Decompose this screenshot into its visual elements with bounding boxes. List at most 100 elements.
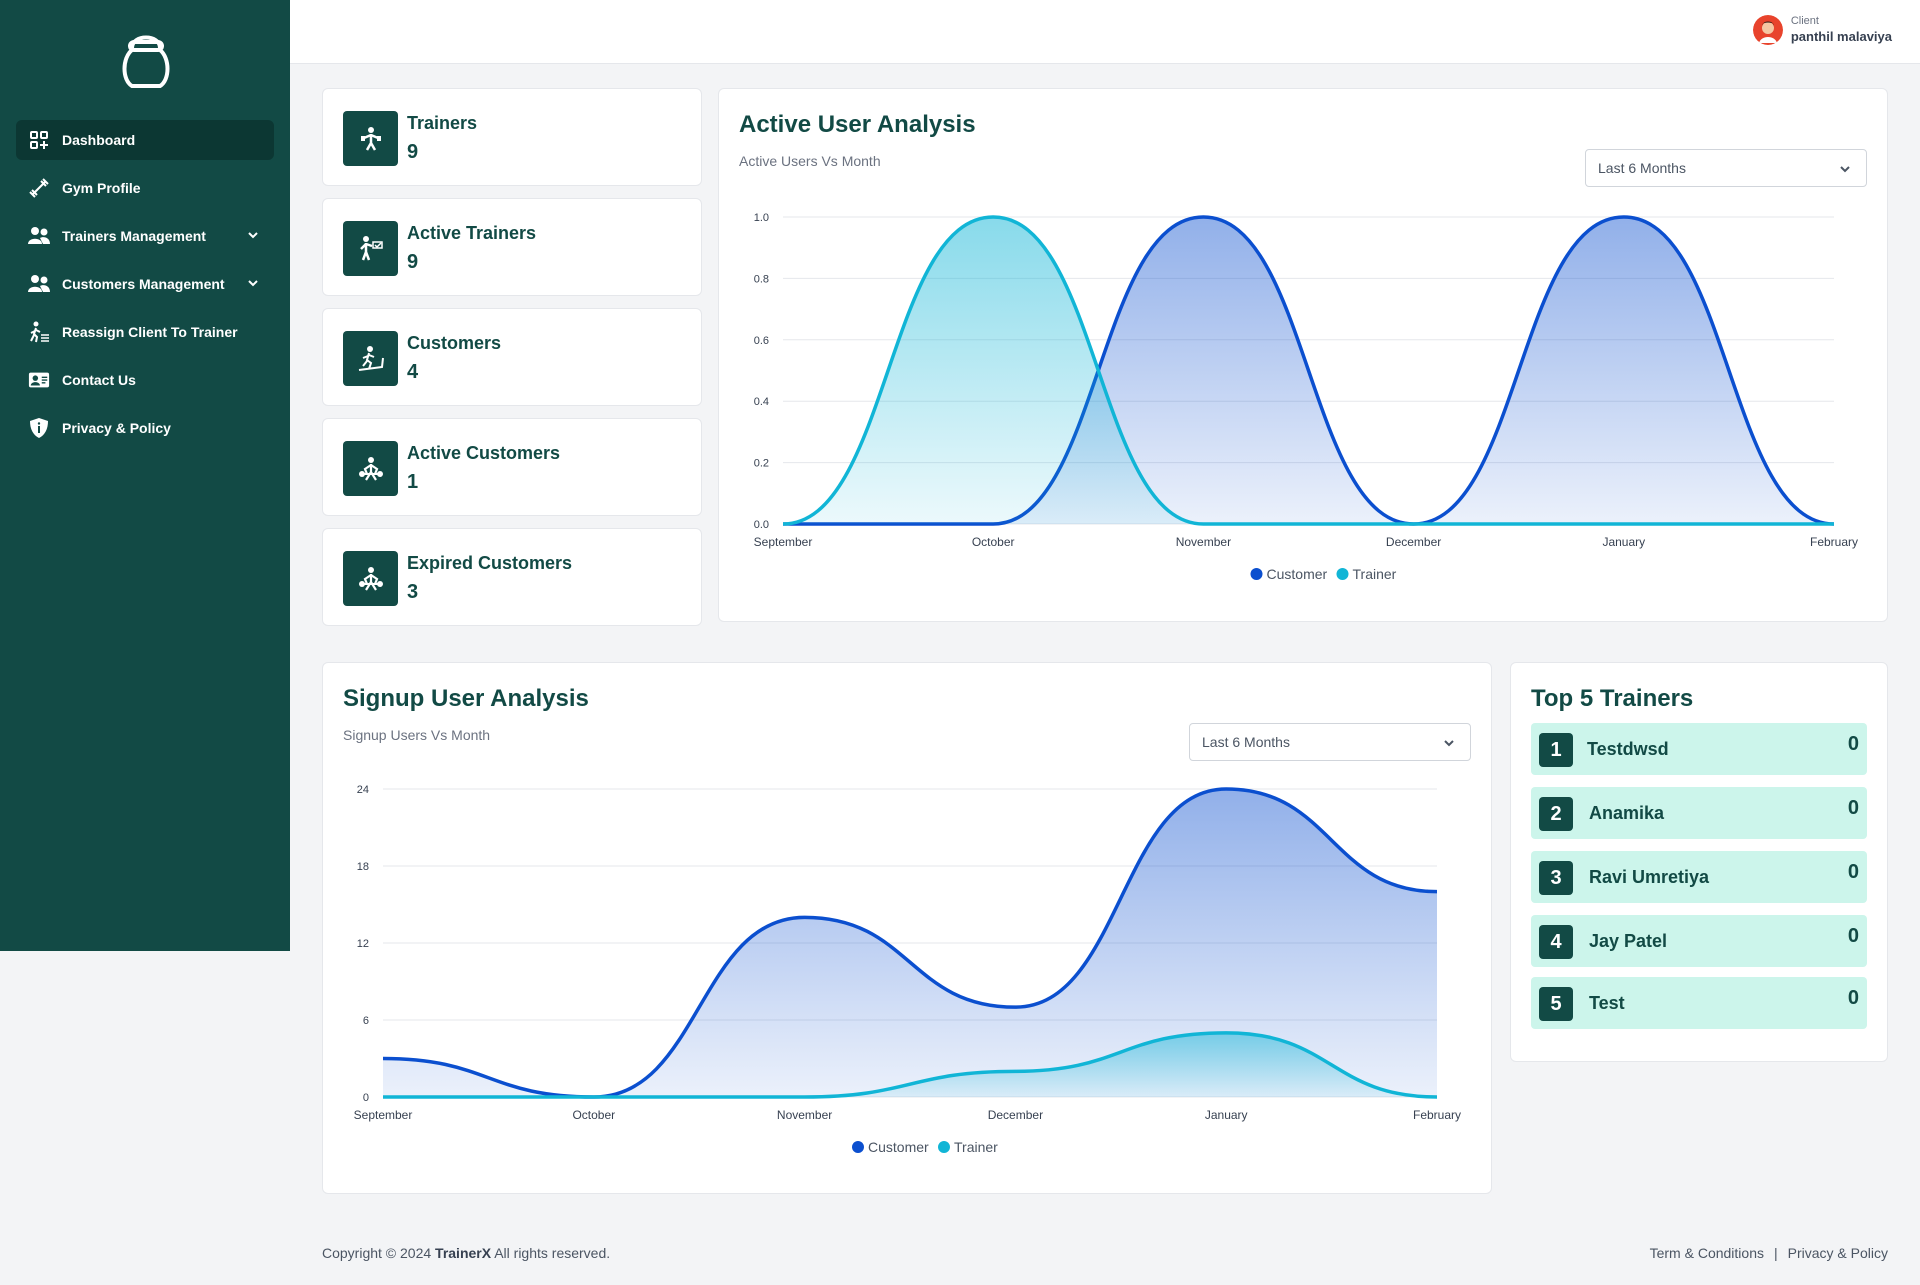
- x-tick-label: November: [1176, 535, 1231, 549]
- x-tick-label: January: [1205, 1108, 1248, 1122]
- trainer-icon: [343, 111, 398, 166]
- weightlifter-icon: [343, 551, 398, 606]
- range-select[interactable]: Last 6 Months: [1585, 149, 1867, 187]
- chevron-down-icon: [1840, 166, 1850, 173]
- signup-user-analysis-panel: Signup User Analysis Signup Users Vs Mon…: [322, 662, 1492, 1194]
- stat-value: 9: [407, 251, 419, 273]
- panel-subtitle: Signup Users Vs Month: [343, 727, 491, 743]
- panel-subtitle: Active Users Vs Month: [739, 153, 881, 169]
- sidebar-item-label: Dashboard: [62, 132, 136, 148]
- stat-label: Expired Customers: [407, 553, 573, 573]
- trainer-rank: 2: [1539, 797, 1573, 831]
- terms-link[interactable]: Term & Conditions: [1649, 1245, 1764, 1261]
- sidebar-item-gym-profile[interactable]: Gym Profile: [16, 168, 274, 208]
- range-select-value: Last 6 Months: [1202, 734, 1290, 750]
- x-tick-label: September: [354, 1108, 413, 1122]
- trainer-row[interactable]: 3 Ravi Umretiya 0: [1531, 851, 1867, 903]
- trainer-rank: 1: [1539, 733, 1573, 767]
- x-tick-label: December: [1386, 535, 1441, 549]
- legend-marker-customer[interactable]: [852, 1141, 864, 1153]
- sidebar-item-label: Contact Us: [62, 372, 136, 388]
- sidebar-item-reassign-client[interactable]: Reassign Client To Trainer: [16, 312, 274, 352]
- dumbbell-icon: [28, 177, 50, 199]
- sidebar-item-contact-us[interactable]: Contact Us: [16, 360, 274, 400]
- kettlebell-logo-icon[interactable]: [118, 28, 174, 90]
- y-tick-label: 0.4: [754, 396, 769, 408]
- panel-title: Top 5 Trainers: [1531, 685, 1694, 712]
- x-tick-label: January: [1602, 535, 1645, 549]
- x-tick-label: December: [988, 1108, 1043, 1122]
- copyright-text: Copyright © 2024: [322, 1245, 432, 1261]
- footer-links: Term & Conditions | Privacy & Policy: [1650, 1245, 1888, 1261]
- series-line-trainer: [782, 215, 1834, 526]
- y-tick-label: 1.0: [754, 212, 769, 224]
- legend-marker-trainer[interactable]: [938, 1141, 950, 1153]
- range-select-value: Last 6 Months: [1598, 160, 1686, 176]
- walking-icon: [28, 321, 50, 343]
- stat-card-customers[interactable]: Customers 4: [322, 308, 702, 406]
- stat-value: 9: [407, 141, 419, 163]
- legend-label-customer[interactable]: Customer: [1267, 566, 1328, 582]
- trainer-row[interactable]: 4 Jay Patel 0: [1531, 915, 1867, 967]
- sidebar-item-customers-management[interactable]: Customers Management: [16, 264, 274, 304]
- stat-card-trainers[interactable]: Trainers 9: [322, 88, 702, 186]
- legend-label-trainer[interactable]: Trainer: [1353, 566, 1397, 582]
- stat-value: 1: [407, 471, 419, 493]
- y-tick-label: 0.2: [754, 458, 769, 470]
- chevron-down-icon: [1444, 740, 1454, 747]
- footer-brand: TrainerX: [435, 1245, 492, 1261]
- copyright-suffix: All rights reserved.: [494, 1245, 611, 1261]
- sidebar-item-privacy-policy[interactable]: Privacy & Policy: [16, 408, 274, 448]
- avatar[interactable]: [1752, 15, 1783, 45]
- trainer-value: 0: [1847, 987, 1859, 1009]
- legend-label-customer[interactable]: Customer: [868, 1139, 929, 1155]
- trainer-value: 0: [1847, 797, 1859, 819]
- stat-card-expired-customers[interactable]: Expired Customers 3: [322, 528, 702, 626]
- stat-label: Trainers: [407, 113, 478, 133]
- sidebar-item-trainers-management[interactable]: Trainers Management: [16, 216, 274, 256]
- sidebar-item-label: Customers Management: [62, 276, 225, 292]
- y-tick-label: 18: [357, 861, 369, 873]
- users-icon: [28, 225, 50, 247]
- trainer-name: Test: [1589, 993, 1625, 1013]
- active-trainer-icon: [343, 221, 398, 276]
- sidebar-item-dashboard[interactable]: Dashboard: [16, 120, 274, 160]
- y-tick-label: 0.8: [754, 273, 769, 285]
- trainer-row[interactable]: 5 Test 0: [1531, 977, 1867, 1029]
- legend-marker-trainer[interactable]: [1336, 568, 1349, 580]
- stat-value: 3: [407, 581, 419, 603]
- legend-marker-customer[interactable]: [1250, 568, 1263, 580]
- sidebar-item-label: Gym Profile: [62, 180, 141, 196]
- sidebar-item-label: Trainers Management: [62, 228, 206, 244]
- trainer-name: Jay Patel: [1589, 931, 1668, 951]
- stat-card-active-trainers[interactable]: Active Trainers 9: [322, 198, 702, 296]
- x-tick-label: October: [572, 1108, 615, 1122]
- contact-card-icon: [28, 369, 50, 391]
- stat-value: 4: [407, 361, 419, 383]
- trainer-value: 0: [1847, 925, 1859, 947]
- stat-label: Active Customers: [407, 443, 561, 463]
- chevron-down-icon: [248, 232, 258, 239]
- users-icon: [28, 273, 50, 295]
- privacy-link[interactable]: Privacy & Policy: [1787, 1245, 1888, 1261]
- sidebar-item-label: Reassign Client To Trainer: [62, 324, 238, 340]
- trainer-value: 0: [1847, 733, 1859, 755]
- x-tick-label: October: [972, 535, 1015, 549]
- series-area-trainer: [783, 217, 1834, 524]
- range-select[interactable]: Last 6 Months: [1189, 723, 1471, 761]
- panel-title: Signup User Analysis: [343, 685, 589, 712]
- y-tick-label: 6: [363, 1015, 369, 1027]
- stat-card-active-customers[interactable]: Active Customers 1: [322, 418, 702, 516]
- trainer-row[interactable]: 2 Anamika 0: [1531, 787, 1867, 839]
- panel-title: Active User Analysis: [739, 111, 976, 138]
- signup-user-chart: 0 6 12 18 24 September October November December…: [354, 784, 1461, 1155]
- sidebar-nav: Dashboard Gym Profile Trainers Managemen…: [16, 120, 274, 456]
- trainer-row[interactable]: 1 Testdwsd 0: [1531, 723, 1867, 775]
- y-tick-label: 0: [363, 1092, 369, 1104]
- user-name: panthil malaviya: [1790, 29, 1892, 44]
- user-menu[interactable]: Client panthil malaviya: [1752, 14, 1892, 46]
- series-area-customer: [383, 789, 1437, 1097]
- x-tick-label: September: [754, 535, 813, 549]
- x-tick-label: February: [1810, 535, 1858, 549]
- legend-label-trainer[interactable]: Trainer: [954, 1139, 998, 1155]
